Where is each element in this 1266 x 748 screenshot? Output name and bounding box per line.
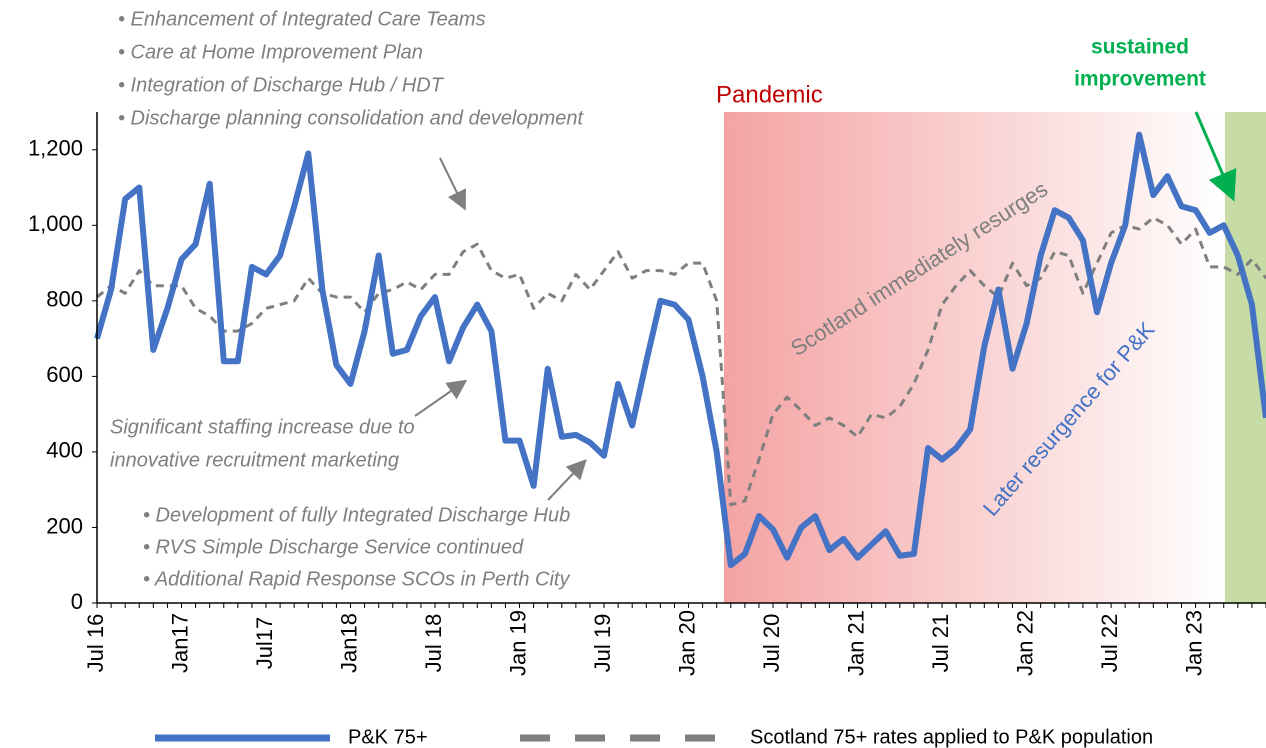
annotation: innovative recruitment marketing [110, 449, 399, 471]
top-bullets: • Enhancement of Integrated Care Teams •… [118, 8, 585, 129]
arrow [439, 157, 466, 211]
legend-label: Scotland 75+ rates applied to P&K popula… [750, 726, 1153, 748]
annotation: • Integration of Discharge Hub / HDT [118, 74, 445, 96]
plot [94, 131, 1266, 569]
arrow [414, 379, 468, 417]
legend-label: P&K 75+ [348, 726, 428, 748]
x-tick-label: Jan 21 [843, 610, 868, 676]
pandemic-label: Pandemic [716, 81, 823, 108]
arrow [547, 459, 587, 501]
annotation: • RVS Simple Discharge Service continued [143, 536, 524, 558]
x-tick-label: Jul 16 [83, 614, 108, 673]
x-tick-label: Jul 22 [1097, 614, 1122, 673]
line [94, 131, 1266, 569]
x-tick-label: Jan 22 [1012, 610, 1037, 676]
arrow [1194, 111, 1237, 202]
x-tick-label: Jan 19 [505, 610, 530, 676]
x-tick-label: Jul 18 [421, 614, 446, 673]
legend: P&K 75+ Scotland 75+ rates applied to P&… [155, 726, 1153, 748]
bottom-bullets: • Development of fully Integrated Discha… [143, 504, 570, 590]
annotation: • Development of fully Integrated Discha… [143, 504, 570, 526]
y-tick-label: 400 [46, 438, 83, 463]
annotation: • Care at Home Improvement Plan [118, 41, 423, 63]
y-tick-label: 600 [46, 362, 83, 387]
annotation: improvement [1074, 68, 1206, 91]
annotation: sustained [1091, 36, 1189, 59]
y-tick-label: 1,200 [28, 136, 83, 161]
x-tick-label: Jan17 [167, 613, 192, 673]
annotation: Significant staffing increase due to [110, 416, 415, 438]
annotation: • Enhancement of Integrated Care Teams [118, 8, 486, 30]
y-tick-label: 0 [71, 589, 83, 614]
annotation: • Additional Rapid Response SCOs in Pert… [143, 568, 570, 590]
x-tick-label: Jul17 [252, 617, 277, 670]
y-tick-label: 1,000 [28, 211, 83, 236]
dashed-line [96, 216, 1266, 507]
x-tick-label: Jan 23 [1181, 610, 1206, 676]
x-tick-label: Jan18 [336, 613, 361, 673]
annotation: • Discharge planning consolidation and d… [118, 107, 585, 129]
y-tick-label: 200 [46, 513, 83, 538]
x-tick-label: Jul 19 [590, 614, 615, 673]
x-tick-label: Jul 20 [759, 614, 784, 673]
x-tick-label: Jan 20 [674, 610, 699, 676]
x-tick-label: Jul 21 [928, 614, 953, 673]
y-tick-label: 800 [46, 287, 83, 312]
